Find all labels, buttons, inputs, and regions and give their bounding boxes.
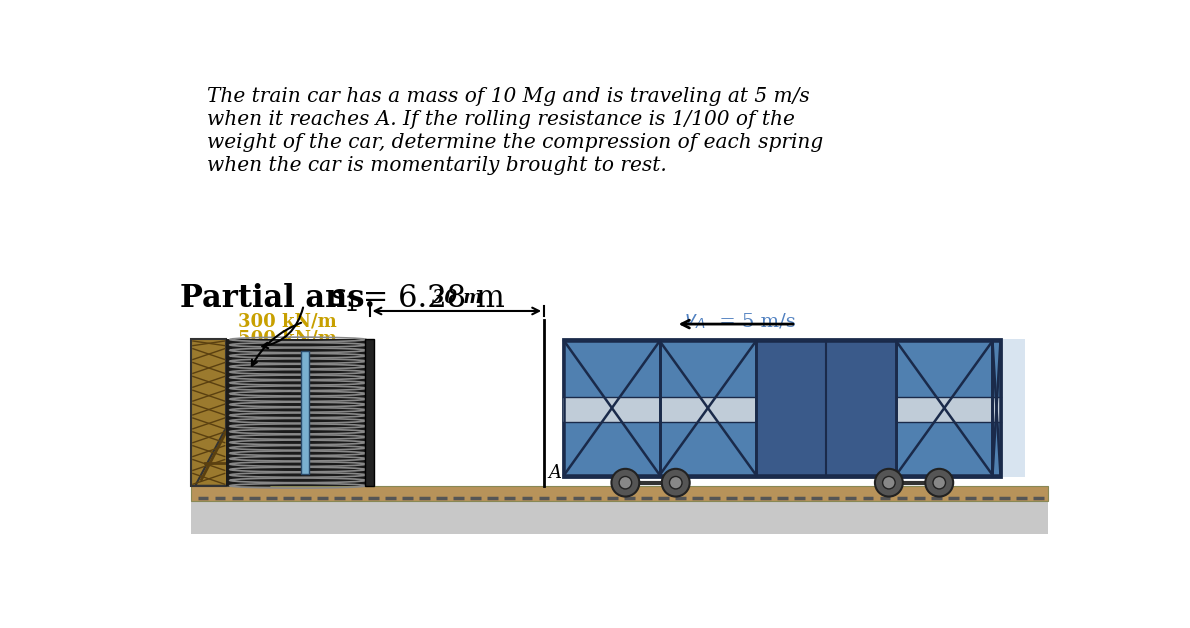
Text: $v_A$: $v_A$ (683, 313, 706, 331)
Bar (896, 341, 992, 475)
Polygon shape (195, 416, 269, 486)
Bar (563, 397, 1001, 422)
Circle shape (875, 469, 903, 497)
Text: $s_1$: $s_1$ (328, 283, 358, 314)
Circle shape (933, 477, 946, 489)
Bar (192, 486, 1047, 501)
Bar (192, 501, 1047, 534)
Circle shape (670, 477, 682, 489)
Text: A: A (549, 464, 562, 482)
Bar (226, 340, 370, 486)
Text: Partial ans.: Partial ans. (180, 283, 386, 314)
Bar (756, 341, 896, 475)
Circle shape (619, 477, 632, 489)
Text: weight of the car, determine the compression of each spring: weight of the car, determine the compres… (207, 133, 823, 152)
Circle shape (662, 469, 690, 497)
Bar (564, 341, 659, 475)
Text: when it reaches A. If the rolling resistance is 1/100 of the: when it reaches A. If the rolling resist… (207, 110, 795, 129)
Bar (563, 340, 1001, 477)
Text: = 6.28 m: = 6.28 m (353, 283, 506, 314)
Circle shape (926, 469, 953, 497)
Bar (301, 351, 309, 474)
Circle shape (612, 469, 639, 497)
Circle shape (883, 477, 895, 489)
Bar (365, 340, 375, 486)
Text: 30 m: 30 m (432, 289, 482, 307)
Text: 500 kN/m: 500 kN/m (238, 330, 337, 347)
Bar (992, 341, 1001, 475)
Bar (1001, 340, 1025, 477)
Text: = 5 m/s: = 5 m/s (713, 313, 796, 330)
Bar (192, 340, 226, 486)
Text: 300 kN/m: 300 kN/m (238, 313, 337, 330)
Bar (659, 341, 756, 475)
Text: The train car has a mass of 10 Mg and is traveling at 5 m/s: The train car has a mass of 10 Mg and is… (207, 87, 809, 106)
Text: when the car is momentarily brought to rest.: when the car is momentarily brought to r… (207, 156, 666, 175)
